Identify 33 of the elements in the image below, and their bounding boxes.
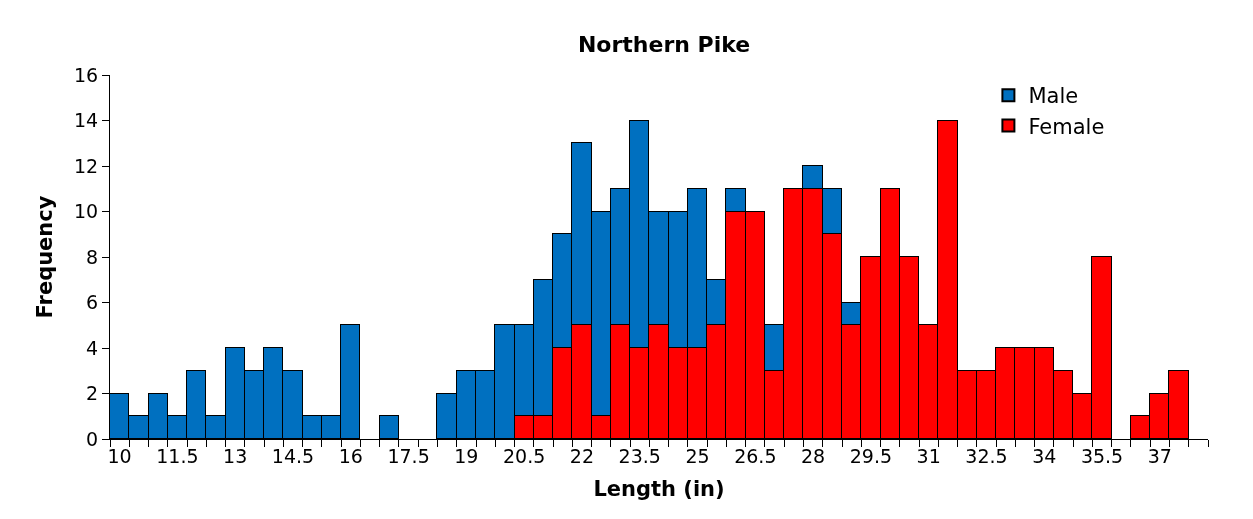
x-tick-label: 16 (338, 444, 363, 467)
x-tick-label: 37 (1147, 444, 1172, 467)
y-tick-label: 4 (86, 336, 99, 359)
x-tick-label: 19 (454, 444, 479, 467)
x-tick-label: 29.5 (849, 444, 893, 467)
y-tick-label: 16 (74, 63, 99, 86)
x-tick-label: 32.5 (965, 444, 1008, 467)
x-tick-label: 22 (569, 444, 595, 467)
y-tick-label: 6 (86, 291, 99, 314)
legend-label: Male (1028, 84, 1079, 109)
legend-label: Female (1028, 114, 1105, 139)
x-tick-label: 34 (1032, 444, 1057, 467)
y-tick-label: 2 (86, 382, 99, 405)
y-tick-label: 14 (74, 109, 99, 132)
y-tick-label: 10 (74, 200, 99, 223)
x-tick-label: 28 (801, 444, 826, 467)
x-tick-label: 17.5 (387, 444, 430, 467)
x-tick-label: 23.5 (618, 444, 661, 467)
y-tick-label: 0 (86, 427, 99, 450)
x-tick-label: 26.5 (734, 444, 777, 467)
x-tick-label: 13 (223, 444, 248, 467)
x-axis-title: Length (in) (593, 477, 725, 501)
y-tick-label: 8 (86, 245, 99, 268)
x-tick-label: 10 (107, 444, 132, 467)
x-tick-label: 31 (916, 444, 941, 467)
x-tick-label: 20.5 (503, 444, 546, 467)
x-tick-label: 25 (685, 444, 710, 467)
chart-title: Northern Pike (577, 31, 751, 57)
y-tick-label: 12 (74, 154, 99, 177)
y-axis-title: Frequency (33, 195, 58, 319)
x-tick-label: 14.5 (271, 444, 315, 467)
x-tick-label: 11.5 (156, 444, 199, 467)
x-tick-label: 35.5 (1080, 444, 1124, 467)
